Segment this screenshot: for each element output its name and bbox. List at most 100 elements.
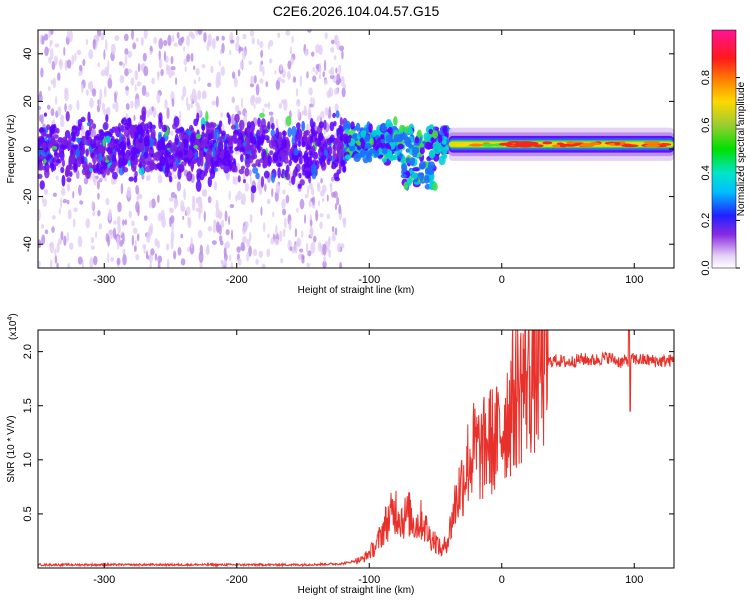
spectrogram-cell [244, 112, 248, 118]
spectrogram-cell [175, 158, 179, 166]
spectrogram-cell [61, 158, 65, 168]
spectrogram-cell [40, 67, 44, 78]
spectrogram-cell [309, 117, 314, 129]
spectrogram-cell [294, 243, 298, 254]
spectrogram-cell [339, 261, 343, 268]
spectrogram-cell [296, 100, 301, 107]
spectrogram-cell [307, 250, 312, 257]
spectrogram-cell [244, 167, 250, 177]
spectrogram-cell [338, 204, 342, 215]
spectrogram-cell [52, 192, 57, 198]
spectrogram-cell [204, 132, 209, 144]
spectrogram-cell [85, 89, 89, 96]
spectrogram-cell [51, 215, 56, 220]
spectrogram-cell [322, 243, 327, 256]
spectrogram-cell [289, 219, 292, 230]
spectrogram-cell [367, 155, 373, 163]
spectrogram-cell [67, 262, 71, 268]
spectrogram-cell [50, 108, 55, 117]
spectrogram-cell [104, 135, 111, 144]
snr-xtick-label: -300 [93, 574, 115, 586]
spectrogram-cell [219, 211, 223, 220]
spectrogram-cell [278, 102, 283, 109]
spectrogram-cell [320, 110, 325, 119]
spectrogram-cell [47, 142, 53, 149]
spectrogram-cell [207, 132, 213, 141]
spectrogram-cell [195, 102, 200, 107]
spectrogram-cell [225, 171, 230, 181]
spectrogram-cell [64, 170, 69, 178]
spectrogram-cell [198, 251, 204, 263]
spectrogram-cell [41, 35, 45, 45]
spectrogram-cell [122, 62, 126, 68]
spectrogram-cell [75, 169, 80, 179]
spectrogram-cell [341, 160, 345, 167]
spectrogram-cell [350, 121, 355, 130]
spectrogram-cell [112, 227, 117, 239]
spectrogram-cell [298, 172, 302, 179]
spectrogram-cell [75, 148, 81, 158]
colorbar-tick-label: 0.0 [700, 260, 712, 275]
spectrogram-cell [223, 150, 230, 162]
spectrogram-cell [237, 69, 241, 77]
spectrogram-cell [235, 105, 240, 113]
spectrogram-cell [95, 35, 98, 47]
spectrogram-cell [133, 114, 136, 122]
spectrogram-cell [72, 218, 76, 228]
spectrogram-cell [92, 255, 98, 266]
spectrogram-cell [652, 141, 660, 145]
spectrogram-cell [304, 214, 307, 224]
spectrogram-cell [64, 103, 67, 113]
spectrogram-cell [228, 146, 233, 151]
spectrogram-cell [304, 170, 311, 179]
spectrogram-cell [158, 58, 163, 69]
spectrogram-cell [120, 149, 126, 156]
spectrogram-cell [277, 162, 282, 168]
spectrogram-cell [207, 226, 212, 232]
spectrogram-cell [119, 61, 123, 66]
spectrogram-cell [207, 176, 213, 188]
spectrogram-cell [91, 88, 97, 97]
spectrogram-cell [260, 176, 265, 188]
spectrogram-cell [66, 177, 72, 183]
spectrogram-cell [170, 191, 176, 199]
spectrogram-cell [190, 132, 196, 144]
spectrogram-cell [90, 138, 96, 149]
spectrogram-cell [328, 87, 334, 97]
spectrogram-cell [95, 140, 100, 147]
spectrogram-cell [193, 79, 197, 85]
spectrogram-cell [209, 169, 216, 180]
spectrogram-cell [151, 77, 155, 85]
spectrogram-cell [173, 174, 177, 180]
spectrogram-cell [71, 125, 78, 130]
spectrogram-cell [195, 180, 202, 192]
spectrogram-cell [533, 144, 544, 148]
spectrogram-cell [127, 68, 133, 74]
spectrogram-cell [60, 230, 64, 241]
spectrogram-cell [240, 199, 244, 205]
spectrogram-cell [207, 33, 212, 46]
spectrogram-cell [335, 79, 340, 86]
spectrogram-cell [100, 69, 106, 77]
spectrogram-cell [38, 110, 41, 117]
spectrogram-cell [303, 150, 309, 162]
spectrogram-cell [38, 148, 41, 158]
spectrogram-cell [38, 94, 43, 103]
spectrogram-cell [186, 103, 191, 111]
spectrogram-cell [408, 144, 414, 149]
spectrogram-cell [249, 131, 254, 143]
colorbar-gradient [711, 29, 737, 269]
spectrogram-cell [51, 145, 58, 150]
spectrogram-cell [580, 142, 594, 146]
spectrogram-cell [309, 135, 314, 143]
spectrogram-cell [41, 136, 45, 143]
spectrogram-cell [275, 183, 281, 194]
spectrogram-cell [103, 86, 107, 98]
spectrogram-cell [318, 121, 325, 129]
spectrogram-cell [248, 231, 252, 242]
spectrogram-cell [63, 235, 67, 247]
spectrogram-cell [405, 148, 410, 153]
spectrogram-cell [186, 171, 193, 182]
spectrogram-cell [199, 201, 203, 214]
snr-xtick-label: 100 [625, 574, 643, 586]
